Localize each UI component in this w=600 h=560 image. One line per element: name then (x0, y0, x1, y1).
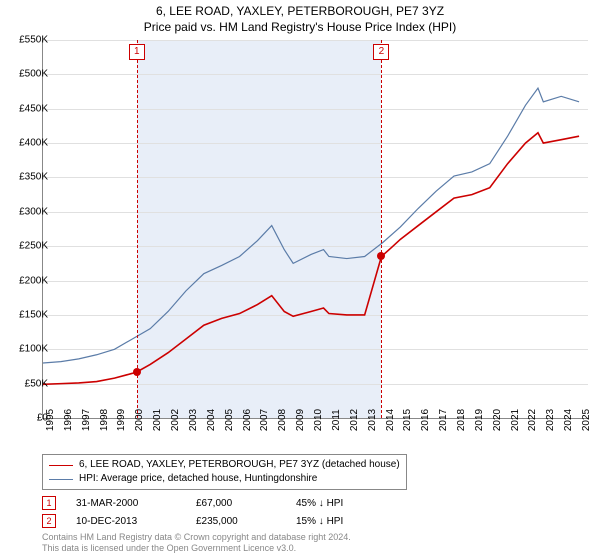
xtick-label: 2004 (206, 409, 217, 431)
ytick-label: £550K (8, 35, 48, 46)
marker-line (381, 40, 382, 418)
transaction-marker: 1 (42, 496, 56, 510)
chart-title: 6, LEE ROAD, YAXLEY, PETERBOROUGH, PE7 3… (0, 0, 600, 35)
xtick-label: 2014 (385, 409, 396, 431)
xtick-label: 2006 (242, 409, 253, 431)
xtick-label: 1999 (116, 409, 127, 431)
xtick-label: 2001 (152, 409, 163, 431)
series-hpi (43, 88, 579, 363)
footer-line-2: This data is licensed under the Open Gov… (42, 543, 351, 554)
transaction-price: £235,000 (196, 516, 276, 527)
legend-label: HPI: Average price, detached house, Hunt… (79, 472, 317, 486)
legend: 6, LEE ROAD, YAXLEY, PETERBOROUGH, PE7 3… (42, 454, 407, 490)
transaction-dot (377, 252, 385, 260)
transaction-dot (133, 368, 141, 376)
transaction-date: 10-DEC-2013 (76, 516, 176, 527)
xtick-label: 2022 (527, 409, 538, 431)
xtick-label: 1995 (45, 409, 56, 431)
xtick-label: 2005 (224, 409, 235, 431)
title-line-2: Price paid vs. HM Land Registry's House … (0, 20, 600, 36)
ytick-label: £450K (8, 103, 48, 114)
legend-swatch (49, 479, 73, 480)
transaction-row: 2 10-DEC-2013 £235,000 15% ↓ HPI (42, 512, 396, 530)
ytick-label: £50K (8, 378, 48, 389)
xtick-label: 2023 (545, 409, 556, 431)
transaction-table: 1 31-MAR-2000 £67,000 45% ↓ HPI 2 10-DEC-2013… (42, 494, 396, 530)
legend-item: HPI: Average price, detached house, Hunt… (49, 472, 400, 486)
title-line-1: 6, LEE ROAD, YAXLEY, PETERBOROUGH, PE7 3… (0, 4, 600, 20)
xtick-label: 1996 (63, 409, 74, 431)
transaction-date: 31-MAR-2000 (76, 498, 176, 509)
ytick-label: £350K (8, 172, 48, 183)
xtick-label: 2021 (510, 409, 521, 431)
xtick-label: 2019 (474, 409, 485, 431)
xtick-label: 2003 (188, 409, 199, 431)
xtick-label: 2008 (277, 409, 288, 431)
xtick-label: 2015 (402, 409, 413, 431)
xtick-label: 2017 (438, 409, 449, 431)
legend-label: 6, LEE ROAD, YAXLEY, PETERBOROUGH, PE7 3… (79, 458, 400, 472)
xtick-label: 2025 (581, 409, 592, 431)
xtick-label: 2018 (456, 409, 467, 431)
footer-line-1: Contains HM Land Registry data © Crown c… (42, 532, 351, 543)
xtick-label: 2007 (259, 409, 270, 431)
series-property (43, 133, 579, 385)
ytick-label: £300K (8, 206, 48, 217)
xtick-label: 2000 (134, 409, 145, 431)
legend-item: 6, LEE ROAD, YAXLEY, PETERBOROUGH, PE7 3… (49, 458, 400, 472)
xtick-label: 2016 (420, 409, 431, 431)
xtick-label: 2020 (492, 409, 503, 431)
footer-attribution: Contains HM Land Registry data © Crown c… (42, 532, 351, 554)
marker-label: 2 (373, 44, 389, 60)
xtick-label: 2012 (349, 409, 360, 431)
chart-svg (43, 40, 588, 418)
xtick-label: 2024 (563, 409, 574, 431)
price-chart (42, 40, 588, 419)
xtick-label: 1998 (99, 409, 110, 431)
ytick-label: £0 (8, 413, 48, 424)
ytick-label: £200K (8, 275, 48, 286)
xtick-label: 2002 (170, 409, 181, 431)
ytick-label: £400K (8, 138, 48, 149)
ytick-label: £250K (8, 241, 48, 252)
ytick-label: £100K (8, 344, 48, 355)
transaction-row: 1 31-MAR-2000 £67,000 45% ↓ HPI (42, 494, 396, 512)
xtick-label: 2013 (367, 409, 378, 431)
xtick-label: 2009 (295, 409, 306, 431)
xtick-label: 2011 (331, 409, 342, 431)
ytick-label: £500K (8, 69, 48, 80)
transaction-price: £67,000 (196, 498, 276, 509)
transaction-diff: 45% ↓ HPI (296, 498, 396, 509)
transaction-diff: 15% ↓ HPI (296, 516, 396, 527)
xtick-label: 2010 (313, 409, 324, 431)
marker-line (137, 40, 138, 418)
xtick-label: 1997 (81, 409, 92, 431)
transaction-marker: 2 (42, 514, 56, 528)
ytick-label: £150K (8, 309, 48, 320)
legend-swatch (49, 465, 73, 466)
marker-label: 1 (129, 44, 145, 60)
